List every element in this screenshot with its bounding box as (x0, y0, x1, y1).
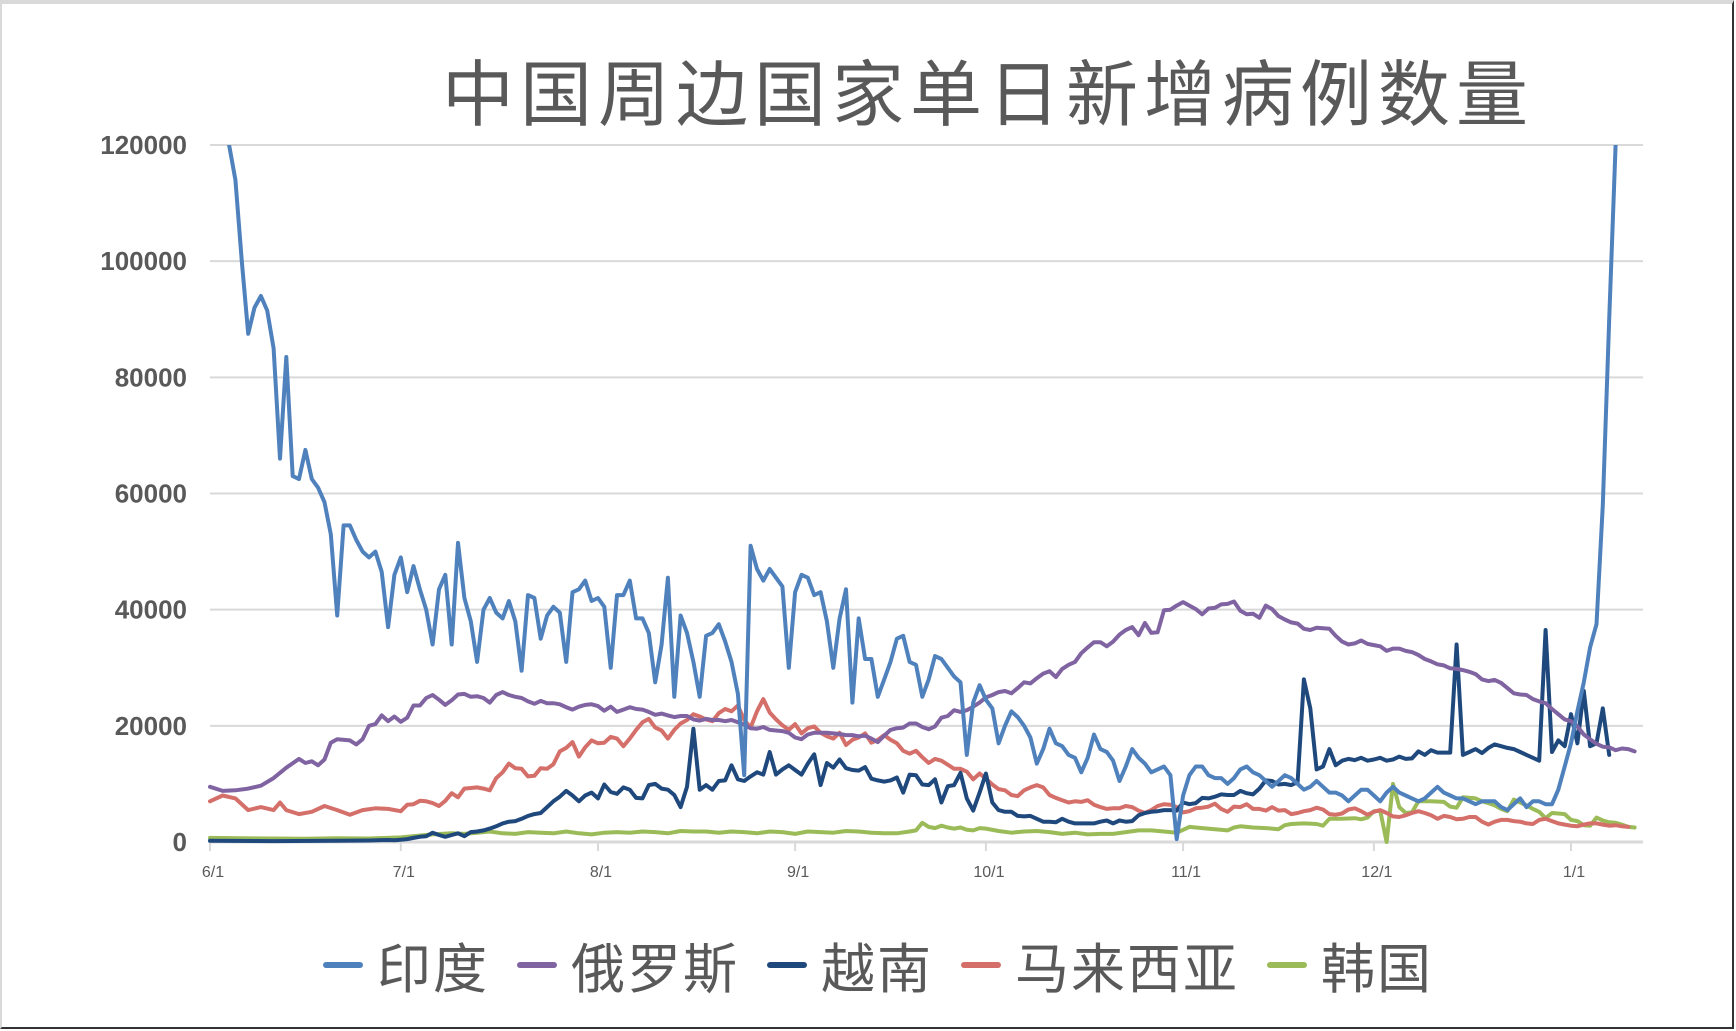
legend-swatch-india (323, 961, 363, 968)
y-tick-label: 0 (173, 827, 187, 857)
series-line (227, 145, 1618, 842)
x-tick-label: 7/1 (393, 864, 415, 881)
legend-swatch-korea (1267, 961, 1307, 968)
x-tick-label: 12/1 (1361, 864, 1392, 881)
series-line (208, 599, 1637, 793)
legend-label: 韩国 (1321, 938, 1433, 1001)
legend-item-korea[interactable]: 韩国 (1267, 925, 1433, 1004)
gridlines (210, 144, 1643, 844)
x-tick-label: 6/1 (202, 864, 224, 881)
y-tick-label: 120000 (100, 130, 187, 160)
legend-swatch-vietnam (767, 961, 807, 968)
legend-label: 越南 (821, 938, 933, 1001)
y-tick-label: 60000 (115, 479, 187, 509)
y-tick-label: 100000 (100, 246, 187, 276)
legend-label: 马来西亚 (1015, 938, 1239, 1001)
legend-label: 印度 (377, 938, 489, 1001)
legend-item-vietnam[interactable]: 越南 (767, 925, 933, 1004)
legend-swatch-malaysia (961, 961, 1001, 968)
x-tick-label: 9/1 (787, 864, 809, 881)
x-tick-label: 10/1 (973, 864, 1004, 881)
legend-swatch-russia (517, 961, 557, 968)
x-tick-label: 11/1 (1171, 864, 1201, 881)
chart-title: 中国周边国家单日新增病例数量 (441, 53, 1534, 137)
series-line (208, 781, 1637, 844)
legend-item-russia[interactable]: 俄罗斯 (517, 925, 739, 1004)
legend-item-malaysia[interactable]: 马来西亚 (961, 925, 1239, 1004)
x-axis: 6/1 7/1 8/1 9/1 10/1 11/1 12/1 1/1 (202, 842, 1585, 881)
legend-label: 俄罗斯 (571, 938, 739, 1001)
x-tick-label: 8/1 (590, 864, 612, 881)
legend: 印度 俄罗斯 越南 马来西亚 韩国 (0, 925, 1736, 1004)
x-tick-label: 1/1 (1563, 864, 1585, 881)
data-series (208, 145, 1637, 844)
y-axis-labels: 0 20000 40000 60000 80000 100000 120000 (100, 130, 187, 857)
legend-item-india[interactable]: 印度 (323, 925, 489, 1004)
series-line (208, 628, 1612, 844)
y-tick-label: 80000 (115, 362, 187, 392)
series-line (208, 697, 1631, 829)
y-tick-label: 40000 (115, 595, 187, 625)
y-tick-label: 20000 (115, 711, 187, 741)
